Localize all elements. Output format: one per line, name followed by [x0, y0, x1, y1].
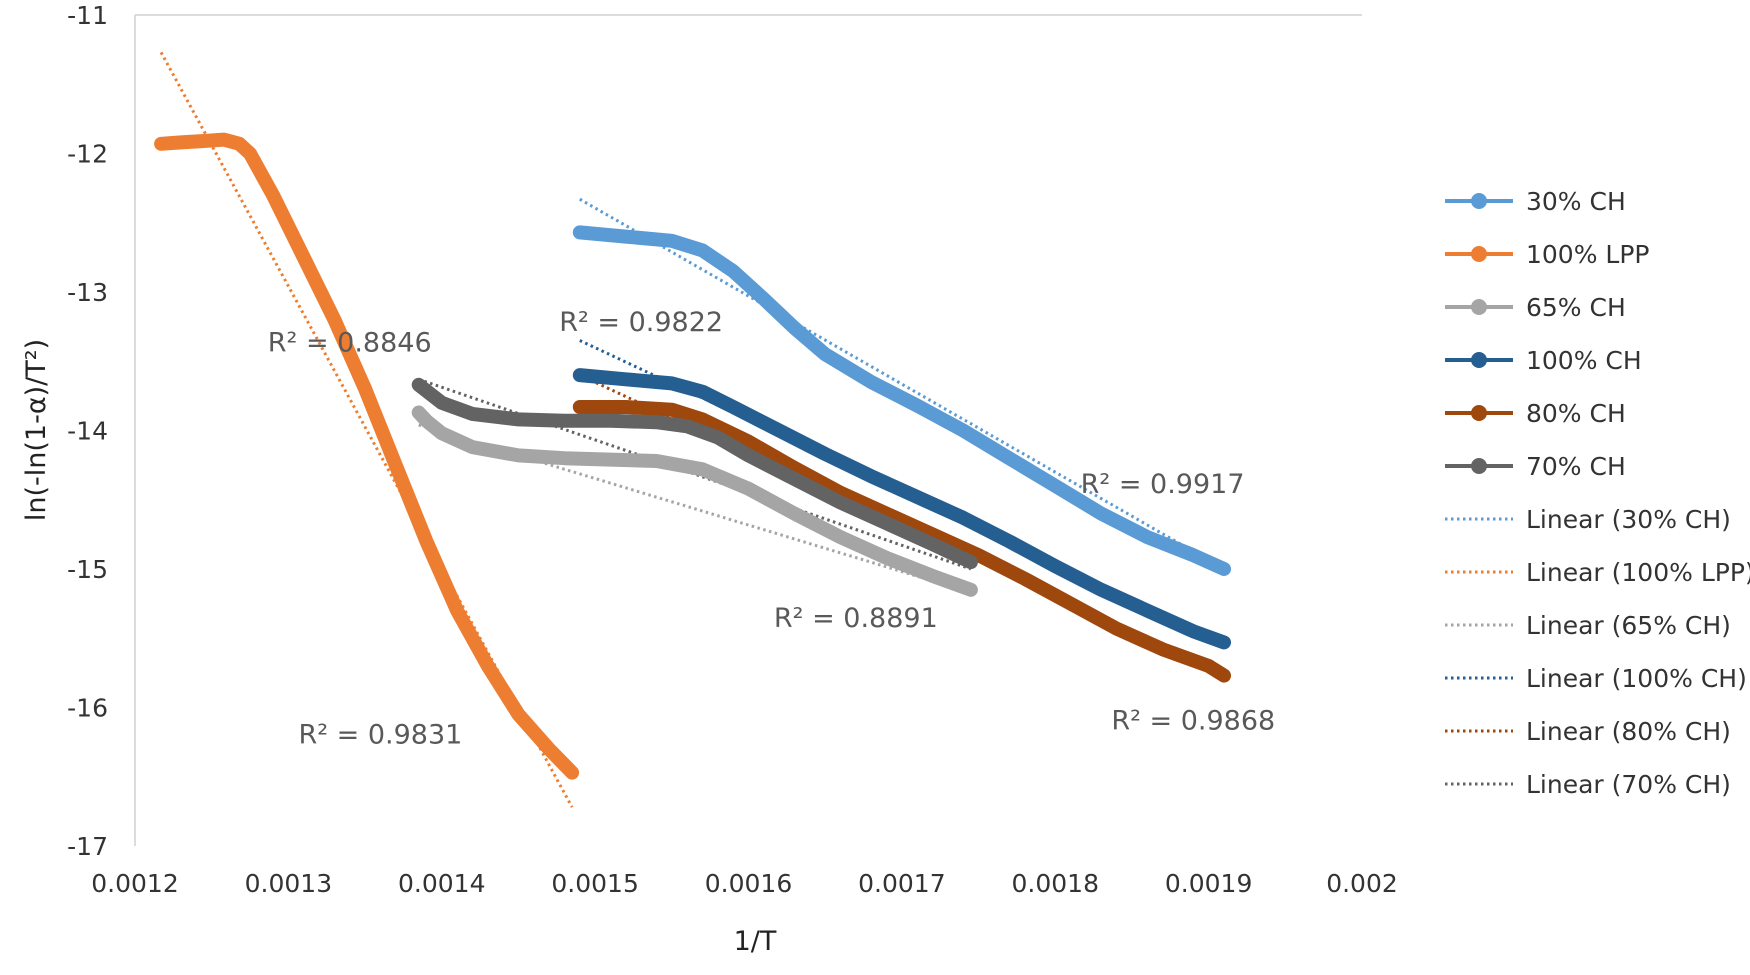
x-tick-label: 0.0016 — [705, 869, 792, 898]
y-tick-label: -14 — [67, 417, 108, 446]
legend-marker — [1471, 193, 1487, 209]
r2-label: R² = 0.8891 — [774, 603, 938, 634]
x-tick-label: 0.0019 — [1165, 869, 1252, 898]
x-tick-label: 0.0013 — [245, 869, 332, 898]
legend-label: 70% CH — [1526, 452, 1626, 481]
legend-label: Linear (100% LPP) — [1526, 558, 1750, 587]
x-axis-label: 1/T — [734, 926, 777, 957]
legend-label: 80% CH — [1526, 399, 1626, 428]
series-lines — [154, 132, 1231, 780]
y-tick-label: -12 — [67, 140, 108, 169]
y-tick-label: -16 — [67, 694, 108, 723]
series-line — [411, 377, 978, 570]
trendline — [579, 197, 1225, 571]
legend-label: Linear (100% CH) — [1526, 664, 1747, 693]
series-line — [572, 225, 1231, 576]
plot-frame — [134, 14, 1362, 846]
y-tick-labels: -11 -12 -13 -14 -15 -16 -17 — [67, 1, 108, 861]
series-line — [154, 132, 580, 780]
x-tick-label: 0.0015 — [551, 869, 638, 898]
x-tick-label: 0.0017 — [858, 869, 945, 898]
x-tick-labels: 0.0012 0.0013 0.0014 0.0015 0.0016 0.0017 0.00… — [91, 869, 1398, 898]
legend-marker — [1471, 458, 1487, 474]
x-tick-label: 0.0012 — [91, 869, 178, 898]
y-tick-label: -15 — [67, 555, 108, 584]
legend: 30% CH 100% LPP 65% CH 100% CH 80% CH 70% CH L… — [1445, 187, 1750, 799]
r2-label: R² = 0.8846 — [268, 328, 432, 359]
series-line — [572, 368, 1231, 650]
r2-labels: R² = 0.9917 R² = 0.9831 R² = 0.8891 R² = 0.… — [268, 307, 1275, 751]
legend-label: Linear (80% CH) — [1526, 717, 1731, 746]
y-tick-label: -13 — [67, 278, 108, 307]
r2-label: R² = 0.9868 — [1111, 706, 1275, 737]
legend-label: Linear (70% CH) — [1526, 770, 1731, 799]
legend-label: 30% CH — [1526, 187, 1626, 216]
x-tick-label: 0.002 — [1326, 869, 1398, 898]
legend-marker — [1471, 405, 1487, 421]
x-tick-label: 0.0018 — [1012, 869, 1099, 898]
legend-label: 65% CH — [1526, 293, 1626, 322]
legend-marker — [1471, 299, 1487, 315]
y-tick-label: -17 — [67, 832, 108, 861]
r2-label: R² = 0.9831 — [298, 720, 462, 751]
r2-label: R² = 0.9822 — [559, 307, 723, 338]
trendline — [418, 377, 972, 571]
y-axis-label: ln(-ln(1-α)/T²) — [21, 339, 52, 521]
x-tick-label: 0.0014 — [398, 869, 485, 898]
r2-label: R² = 0.9917 — [1081, 469, 1245, 500]
legend-label: Linear (30% CH) — [1526, 505, 1731, 534]
legend-label: Linear (65% CH) — [1526, 611, 1731, 640]
legend-marker — [1471, 246, 1487, 262]
y-tick-label: -11 — [67, 1, 108, 30]
series-line — [411, 405, 978, 597]
legend-label: 100% LPP — [1526, 240, 1650, 269]
series-line — [572, 400, 1231, 683]
legend-marker — [1471, 352, 1487, 368]
legend-label: 100% CH — [1526, 346, 1642, 375]
